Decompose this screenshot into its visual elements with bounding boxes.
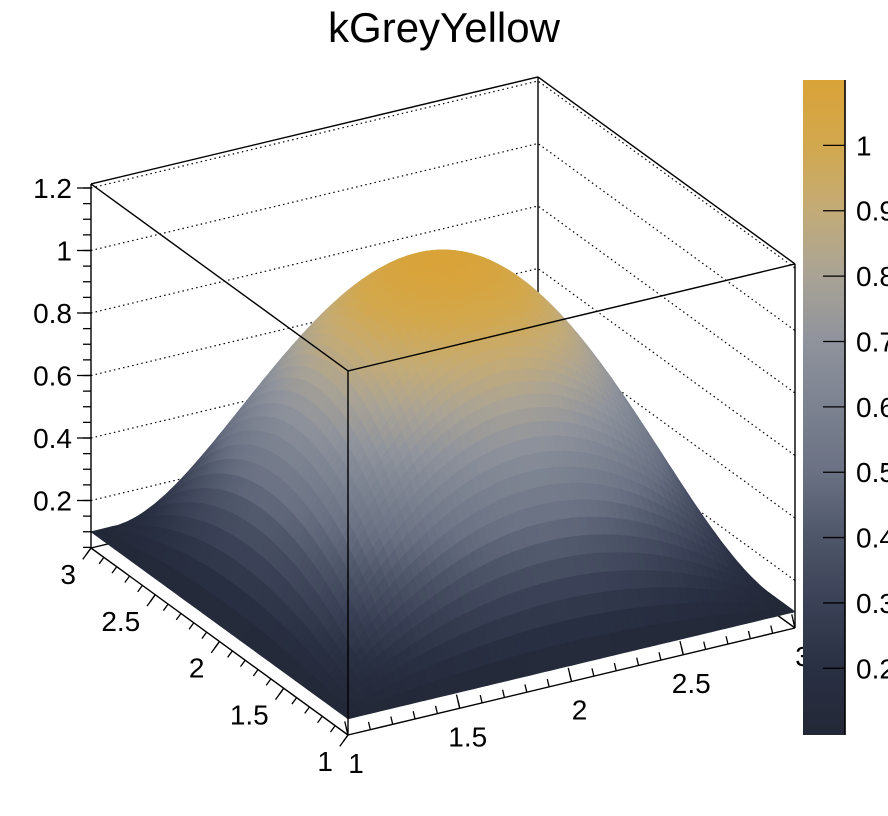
axis-tick-label: 2.5 [101,606,140,637]
axis-tick-label: 2.5 [672,668,711,699]
axis-tick-label: 3 [60,559,76,590]
palette-bar: 0.2 0.3 0.4 0.5 0.6 0.7 0.8 0.9 1 [803,80,888,735]
axis-tick-label: 1 [856,130,872,161]
axis-tick-label: 0.9 [856,196,888,227]
axes: 11.522.5311.522.530.20.40.60.811.2 [33,173,811,779]
axis-tick-label: 1 [317,746,333,777]
axis-tick-label: 1 [348,748,364,779]
axis-tick-label: 1.2 [33,173,72,204]
axis-tick-label: 0.4 [856,523,888,554]
axis-tick-label: 0.6 [856,392,888,423]
axis-tick-label: 0.2 [33,486,72,517]
axis-tick-label: 0.6 [33,361,72,392]
palette-gradient [803,80,845,735]
axis-tick-label: 0.4 [33,423,72,454]
axis-tick-label: 0.5 [856,457,888,488]
axis-tick-label: 0.2 [856,653,888,684]
axis-tick-label: 2 [189,653,205,684]
axis-tick-label: 2 [572,695,588,726]
x-axis: 11.522.53 [344,614,811,779]
axis-tick-label: 0.3 [856,588,888,619]
z-axis: 0.2 0.4 0.6 0.8 1 1.2 [33,173,91,549]
axis-tick-label: 1 [56,236,72,267]
y-axis: 1 1.5 2 2.5 3 [60,547,349,777]
axis-tick-label: 0.7 [856,326,888,357]
plot-title: kGreyYellow [328,4,560,51]
front-frame [90,183,796,735]
z-gridline [90,80,796,269]
axis-tick-label: 1.5 [448,721,487,752]
axis-tick-label: 0.8 [33,298,72,329]
axis-tick-label: 0.8 [856,261,888,292]
surface-mesh [90,249,796,720]
axis-tick-label: 1.5 [230,699,269,730]
